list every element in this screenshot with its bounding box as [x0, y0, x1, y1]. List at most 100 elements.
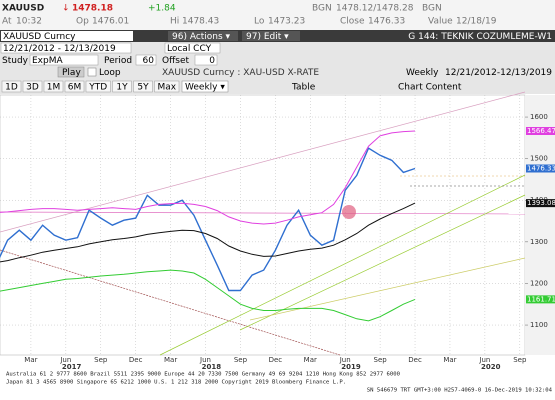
- study-label: Study: [2, 56, 29, 66]
- y-tick-label: 1300: [530, 238, 548, 246]
- ask-label: BGN: [422, 4, 442, 14]
- range-button[interactable]: [154, 80, 180, 93]
- play-button[interactable]: [57, 66, 85, 78]
- currency-select[interactable]: [164, 42, 221, 54]
- last-value-box: [526, 295, 555, 304]
- last-value-label: 1393.08: [527, 199, 555, 207]
- edit[interactable]: 97) Edit ▾: [246, 32, 289, 42]
- value-date: 12/18/19: [456, 17, 497, 27]
- year-label: 2017: [62, 363, 82, 371]
- at-label: At: [2, 17, 12, 27]
- quote-bar: [0, 0, 555, 30]
- grid: [0, 95, 525, 355]
- change: +1.84: [148, 4, 176, 14]
- period-select[interactable]: [181, 80, 229, 93]
- study-select[interactable]: [29, 54, 99, 66]
- play[interactable]: Play: [62, 68, 81, 78]
- range-button-label[interactable]: 3D: [26, 83, 39, 93]
- low-label: Lo: [254, 17, 265, 27]
- footer: Australia 61 2 9777 8600 Brazil 5511 239…: [6, 372, 553, 394]
- y-axis-area: [525, 95, 555, 355]
- x-tick-label: Sep: [513, 356, 527, 364]
- frequency: Weekly: [406, 68, 439, 78]
- currency[interactable]: Local CCY: [167, 44, 212, 54]
- offset-label: Offset: [162, 56, 190, 66]
- trend-line: [239, 194, 526, 331]
- offset[interactable]: 0: [209, 56, 215, 66]
- trend-line: [0, 249, 341, 356]
- x-tick-label: Dec: [129, 356, 143, 364]
- period-input[interactable]: [135, 54, 157, 66]
- last-price: 1478.18: [72, 4, 113, 14]
- range-buttons: 1D 3D 1M 6M YTD 1Y 5Y Max: [1, 80, 180, 93]
- security[interactable]: XAUUSD Curncy: [3, 32, 76, 42]
- edit-button[interactable]: [242, 31, 300, 41]
- chart-content-button[interactable]: Chart Content: [398, 83, 462, 93]
- loop-checkbox[interactable]: [87, 67, 97, 77]
- axes: 110012001300140015001600MarJunSepDecMarJ…: [24, 113, 555, 371]
- range-button-label[interactable]: 1M: [47, 83, 61, 93]
- range-button-label[interactable]: 1Y: [116, 83, 128, 93]
- range-button[interactable]: [85, 80, 111, 93]
- range-button-label[interactable]: YTD: [88, 83, 107, 93]
- last-value-label: 1566.47: [527, 127, 555, 135]
- range-button-label[interactable]: 6M: [68, 83, 82, 93]
- bid-ask: 1478.12/1478.28: [336, 4, 414, 14]
- period-label: Period: [104, 56, 132, 66]
- time: 10:32: [16, 17, 42, 27]
- trend-line: [159, 174, 526, 356]
- x-tick-label: Mar: [443, 356, 456, 364]
- range-button[interactable]: [133, 80, 153, 93]
- last-value-box: [526, 199, 555, 208]
- close: 1476.33: [368, 17, 405, 27]
- series-line: [0, 269, 416, 322]
- range-button-label[interactable]: 5Y: [137, 83, 149, 93]
- range-label: 12/21/2012-12/13/2019: [445, 68, 552, 78]
- y-tick-label: 1500: [530, 155, 548, 163]
- range-button[interactable]: [64, 80, 85, 93]
- x-tick-label: Sep: [374, 356, 388, 364]
- range-button[interactable]: [112, 80, 132, 93]
- study[interactable]: ExpMA: [32, 56, 63, 66]
- series-line: [0, 202, 416, 263]
- high-label: Hi: [170, 17, 179, 27]
- x-tick-label: Mar: [304, 356, 317, 364]
- year-label: 2020: [481, 363, 501, 371]
- range-button[interactable]: [22, 80, 43, 93]
- x-tick-label: Sep: [94, 356, 108, 364]
- plot-area: [0, 94, 526, 356]
- trend-line: [249, 257, 526, 321]
- x-tick-label: Jun: [59, 356, 71, 364]
- description: XAUUSD Curncy : XAU-USD X-RATE: [162, 68, 319, 78]
- period-select-text[interactable]: Weekly ▾: [185, 83, 225, 93]
- actions[interactable]: 96) Actions ▾: [172, 32, 231, 42]
- date-input[interactable]: [0, 42, 132, 54]
- series: [0, 130, 416, 322]
- period[interactable]: 60: [143, 56, 155, 66]
- open: 1476.01: [92, 17, 129, 27]
- range-button[interactable]: [43, 80, 64, 93]
- x-tick-label: Jun: [478, 356, 490, 364]
- last-value-box: [526, 126, 555, 135]
- x-tick-label: Dec: [408, 356, 422, 364]
- loop[interactable]: Loop: [99, 68, 121, 78]
- range-button-label[interactable]: 1D: [5, 83, 18, 93]
- last-value-label: 1161.71: [527, 295, 555, 303]
- value-label: Value: [428, 17, 453, 27]
- last-value-box: [526, 164, 555, 173]
- date-range[interactable]: 12/21/2012 - 12/13/2019: [3, 44, 116, 54]
- range-button-label[interactable]: Max: [157, 83, 176, 93]
- offset-input[interactable]: [194, 54, 218, 66]
- x-tick-label: Jun: [339, 356, 351, 364]
- x-tick-label: Mar: [24, 356, 37, 364]
- high: 1478.43: [182, 17, 219, 27]
- x-tick-label: Sep: [234, 356, 248, 364]
- y-tick-label: 1100: [530, 321, 548, 329]
- actions-button[interactable]: [168, 31, 238, 41]
- table-button[interactable]: Table: [291, 83, 316, 93]
- trend-lines: [0, 91, 526, 356]
- range-button[interactable]: [1, 80, 22, 93]
- security-input[interactable]: [1, 31, 133, 41]
- y-tick-label: 1600: [530, 113, 548, 121]
